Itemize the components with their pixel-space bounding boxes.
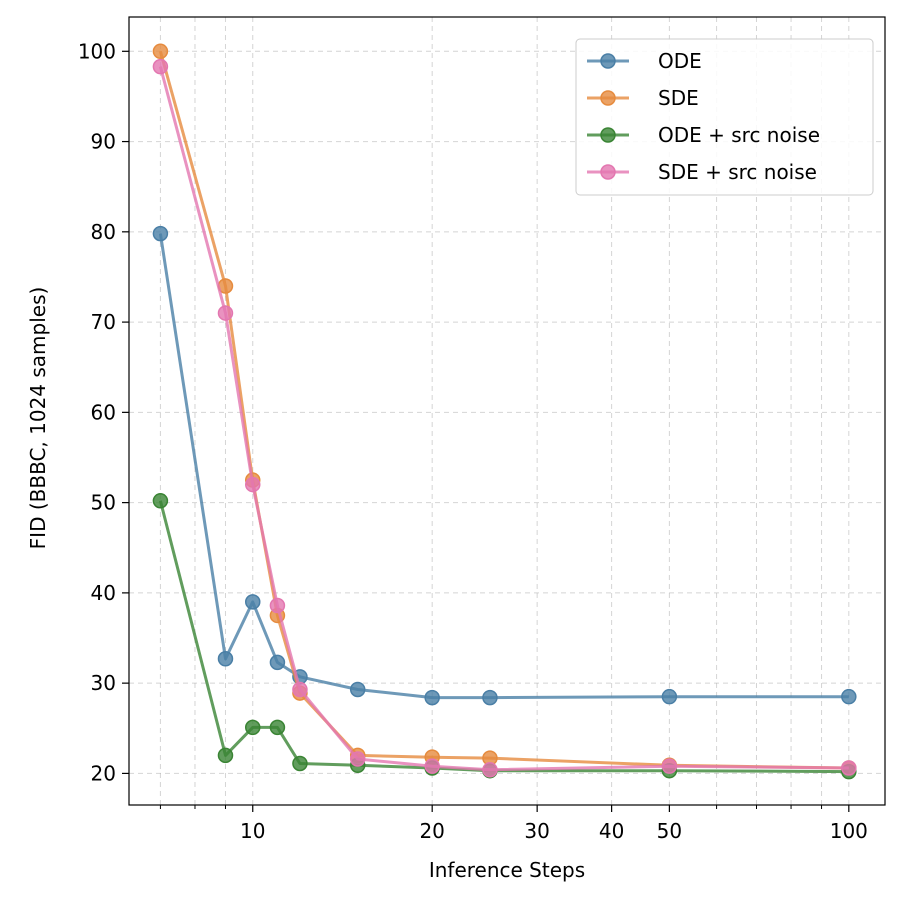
data-point	[217, 747, 234, 764]
y-tick-label: 100	[78, 39, 116, 63]
series-ode-src-noise	[152, 493, 857, 780]
data-point	[269, 597, 286, 614]
y-tick-label: 30	[91, 671, 116, 695]
data-point	[424, 689, 440, 706]
y-tick-label: 60	[91, 400, 116, 424]
data-point	[841, 688, 857, 705]
x-axis-label: Inference Steps	[429, 858, 585, 882]
data-point	[841, 760, 857, 776]
series-ode	[152, 225, 857, 706]
y-tick-label: 90	[91, 130, 116, 154]
series-line	[158, 500, 849, 774]
data-point	[152, 493, 169, 509]
legend-item: ODE + src noise	[587, 123, 820, 147]
x-tick-label: 10	[240, 819, 265, 843]
x-tick-label: 20	[419, 819, 444, 843]
y-tick-label: 80	[91, 220, 116, 244]
data-point	[217, 305, 234, 321]
data-point	[661, 688, 678, 705]
data-point	[292, 681, 308, 698]
data-point	[482, 689, 498, 706]
x-tick-label: 40	[599, 819, 624, 843]
x-tick-label: 30	[524, 819, 549, 843]
series-line	[158, 66, 849, 772]
data-point	[424, 758, 440, 774]
data-point	[244, 476, 261, 493]
legend-item: SDE + src noise	[587, 160, 817, 184]
data-point	[482, 762, 498, 778]
legend-label: ODE	[658, 49, 702, 73]
data-point	[244, 719, 261, 736]
legend: ODE SDE ODE + src noise SDE + src noise	[575, 38, 874, 196]
y-axis-label: FID (BBBC, 1024 samples)	[26, 287, 50, 550]
x-tick-label: 50	[657, 819, 682, 843]
data-point	[152, 225, 169, 242]
axis-ticks: 10 20 30 40 50 100 20 30 40 50 60 70 80 90 100	[78, 39, 868, 843]
data-point	[152, 58, 169, 75]
y-tick-label: 50	[91, 491, 116, 515]
legend-label: ODE + src noise	[658, 123, 820, 147]
series-sde-src-noise	[152, 58, 857, 778]
legend-item: SDE	[587, 86, 699, 110]
data-point	[349, 751, 366, 767]
y-tick-label: 70	[91, 310, 116, 334]
x-tick-label: 100	[830, 819, 868, 843]
data-point	[661, 758, 678, 774]
legend-marker	[600, 53, 616, 69]
y-tick-label: 40	[91, 581, 116, 605]
data-point	[244, 594, 261, 610]
legend-label: SDE	[658, 86, 699, 110]
legend-marker	[600, 164, 616, 180]
data-point	[217, 651, 234, 667]
legend-box	[575, 38, 874, 196]
data-point	[269, 654, 286, 671]
legend-label: SDE + src noise	[658, 160, 817, 184]
data-point	[269, 719, 286, 736]
series-group	[152, 43, 857, 780]
legend-marker	[600, 127, 616, 143]
data-point	[349, 681, 366, 698]
data-point	[292, 755, 308, 772]
y-tick-label: 20	[91, 761, 116, 785]
legend-item: ODE	[587, 49, 702, 73]
data-point	[152, 43, 169, 60]
series-line	[158, 233, 849, 700]
plot-frame	[128, 16, 886, 806]
legend-marker	[600, 90, 616, 106]
